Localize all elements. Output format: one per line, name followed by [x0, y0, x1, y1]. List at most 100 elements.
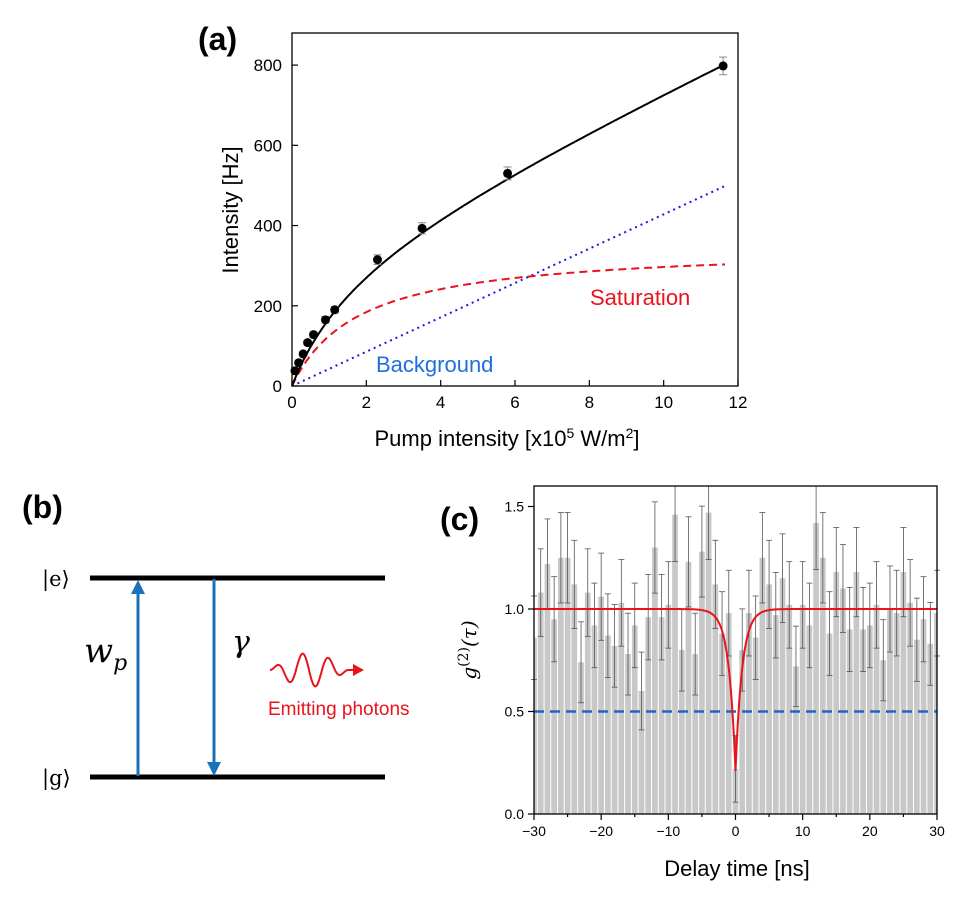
histogram-bar [840, 588, 846, 814]
x-tick-label-c: 10 [795, 823, 811, 839]
x-tick-label-a: 12 [729, 393, 748, 412]
histogram-bar [793, 666, 799, 814]
panel-a: (a) 0 2 4 6 8 10 12 0 200 400 600 800 Saturation Ba… [198, 21, 747, 451]
histogram-bar [880, 660, 887, 814]
data-point [503, 168, 513, 178]
histogram-bar [873, 604, 880, 814]
histogram-bar [672, 514, 678, 814]
background-curve [291, 185, 726, 387]
y-tick-label-a: 400 [254, 217, 282, 236]
excited-state-label: |e⟩ [42, 567, 70, 592]
saturation-curve [291, 263, 726, 387]
panel-a-data-points [290, 56, 728, 376]
data-point [290, 366, 300, 376]
panel-c-ticks: −30 −20 −10 0 10 20 30 0.0 0.5 1.0 1.5 [505, 499, 945, 840]
histogram-bar [806, 625, 813, 814]
panel-a-ticks: 0 2 4 6 8 10 12 0 200 400 600 800 [254, 56, 748, 412]
panel-a-ylabel: Intensity [Hz] [218, 146, 243, 273]
histogram-bar [739, 650, 746, 814]
panel-b-label: (b) [22, 489, 63, 525]
x-tick-label-a: 8 [585, 393, 594, 412]
histogram-bar [866, 625, 873, 814]
panel-c: (c) −30 −20 −10 0 10 20 30 0.0 0.5 1.0 1.5 Delay t… [440, 485, 945, 881]
y-tick-label-c: 0.0 [505, 806, 525, 822]
y-tick-label-c: 1.0 [505, 601, 525, 617]
panel-b: (b) |e⟩ |g⟩ wp γ Emitting photons [22, 489, 410, 791]
data-point [298, 349, 308, 359]
x-tick-label-a: 10 [654, 393, 673, 412]
histogram-bar [766, 584, 772, 814]
panel-c-xlabel: Delay time [ns] [664, 856, 810, 881]
histogram-bar [846, 629, 853, 814]
data-point [320, 315, 330, 325]
histogram-bar [564, 557, 571, 814]
panel-a-axes-frame [291, 32, 739, 387]
decay-arrow-head [207, 762, 221, 776]
histogram-bar [685, 561, 692, 814]
y-tick-label-a: 600 [254, 136, 282, 155]
pump-rate-label: wp [84, 631, 127, 676]
ground-state-label: |g⟩ [42, 766, 71, 791]
x-tick-label-a: 4 [436, 393, 445, 412]
histogram-bar [913, 639, 920, 814]
fit-curve [291, 63, 726, 387]
histogram-bar [534, 637, 537, 814]
emitting-photons-label: Emitting photons [268, 699, 410, 720]
x-tick-label-c: 0 [732, 823, 740, 839]
y-tick-label-a: 200 [254, 297, 282, 316]
saturation-annotation: Saturation [590, 285, 690, 310]
histogram-bar [678, 650, 685, 814]
histogram-bar [605, 635, 611, 814]
histogram-bar [584, 592, 591, 814]
x-tick-label-c: 20 [862, 823, 878, 839]
x-tick-label-c: −20 [589, 823, 613, 839]
histogram-bar [665, 604, 672, 814]
histogram-bar [799, 604, 806, 814]
data-point [372, 255, 382, 265]
y-tick-label-c: 1.5 [505, 499, 525, 515]
data-point [309, 330, 319, 340]
histogram-bar [719, 633, 725, 814]
panel-c-histogram [531, 486, 940, 814]
histogram-bar [853, 572, 860, 814]
x-tick-label-a: 6 [510, 393, 519, 412]
histogram-bar [920, 619, 927, 814]
data-point [294, 358, 304, 368]
pump-arrow-head [131, 580, 145, 594]
histogram-bar [907, 602, 913, 814]
data-point [417, 223, 427, 233]
histogram-bar [591, 625, 598, 814]
x-tick-label-c: −30 [522, 823, 546, 839]
panel-a-xlabel: Pump intensity [x105 W/m2] [374, 425, 639, 451]
histogram-bar [934, 613, 937, 814]
histogram-bar [712, 584, 719, 814]
decay-rate-label: γ [232, 625, 250, 660]
histogram-bar [759, 557, 766, 814]
x-tick-label-a: 2 [362, 393, 371, 412]
x-tick-label-a: 0 [287, 393, 296, 412]
histogram-bar [551, 619, 558, 814]
histogram-bar [927, 643, 934, 814]
panel-c-label: (c) [440, 501, 479, 537]
y-tick-label-a: 800 [254, 56, 282, 75]
x-tick-label-c: 30 [929, 823, 945, 839]
y-tick-label-a: 0 [273, 377, 282, 396]
histogram-bar [598, 596, 605, 814]
data-point [303, 338, 313, 348]
histogram-bar [786, 604, 793, 814]
histogram-bar [772, 615, 779, 814]
histogram-bar [537, 592, 544, 814]
g2-fit-curve [534, 608, 937, 772]
histogram-bar [826, 633, 833, 814]
photon-arrow-head-icon [353, 664, 364, 676]
panel-a-label: (a) [198, 21, 237, 57]
histogram-bar [618, 602, 625, 814]
histogram-bar [699, 551, 705, 814]
histogram-bar [638, 691, 645, 814]
x-tick-label-c: −10 [656, 823, 680, 839]
histogram-bar [645, 617, 652, 814]
histogram-bar [625, 654, 631, 814]
histogram-bar [631, 625, 638, 814]
histogram-bar [752, 637, 759, 814]
